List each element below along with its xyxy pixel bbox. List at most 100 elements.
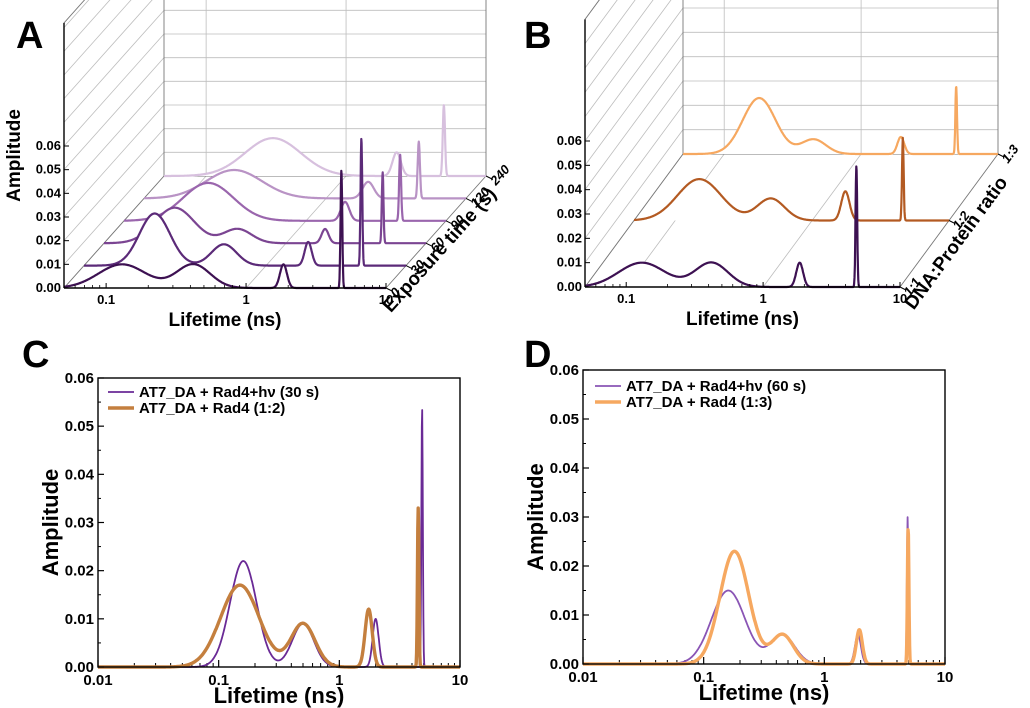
series-mask <box>634 137 949 221</box>
depth-tick <box>485 175 493 180</box>
left-wall-gridline <box>584 80 684 215</box>
y-tick-label: 0.02 <box>557 230 582 245</box>
x-tick-label: 1 <box>242 292 249 307</box>
left-wall-gridline <box>584 32 684 166</box>
y-tick-label: 0.06 <box>550 362 579 379</box>
x-tick-label: 1 <box>759 291 766 306</box>
series-mask <box>683 87 998 154</box>
y-tick-label: 0.02 <box>65 563 94 580</box>
legend-entry: AT7_DA + Rad4+hν (30 s) <box>139 384 319 401</box>
y-tick-label: 0.05 <box>65 418 94 435</box>
left-wall-gridline <box>63 128 165 241</box>
x-tick-label: 10 <box>893 291 907 306</box>
y-tick-label: 0.03 <box>65 515 94 532</box>
y-tick-label: 0.05 <box>557 157 582 172</box>
depth-tick <box>997 153 1005 158</box>
x-axis-label: Lifetime (ns) <box>214 683 345 708</box>
x-axis-label: Lifetime (ns) <box>699 680 830 705</box>
depth-tick <box>405 265 413 270</box>
x-tick-label: 1 <box>820 669 828 686</box>
legend-entry: AT7_DA + Rad4+hν (60 s) <box>626 378 806 395</box>
x-tick-label: 0.1 <box>208 672 229 689</box>
series-mask <box>84 139 406 266</box>
x-axis-label: Lifetime (ns) <box>686 309 799 330</box>
y-tick-label: 0.06 <box>36 138 61 153</box>
y-tick-label: 0.00 <box>550 656 579 673</box>
left-wall-gridline <box>63 81 165 194</box>
box-edge <box>63 175 165 289</box>
panel-label-c: C <box>22 334 49 376</box>
floor-gridline <box>245 175 347 289</box>
left-wall-gridline <box>63 0 111 52</box>
x-tick-label: 0.1 <box>693 669 714 686</box>
y-tick-label: 0.01 <box>557 255 582 270</box>
series-mask <box>585 166 900 287</box>
left-wall-gridline <box>63 0 90 28</box>
y-tick-label: 0.03 <box>36 209 61 224</box>
y-axis-label: Amplitude <box>523 463 548 571</box>
series-line <box>123 153 447 222</box>
series-line <box>581 528 947 666</box>
x-tick-label: 0.01 <box>568 669 597 686</box>
panel-c: 0.000.010.020.030.040.050.060.01 0.1 1 10Li… <box>38 370 468 708</box>
series-line <box>633 136 950 222</box>
series-mask <box>164 105 486 176</box>
x-tick-label: 0.1 <box>97 292 115 307</box>
depth-tick <box>465 197 473 202</box>
left-wall-gridline <box>584 56 684 190</box>
left-wall-gridline <box>584 0 672 117</box>
y-tick-label: 0.03 <box>550 509 579 526</box>
y-tick-label: 0.04 <box>65 466 95 483</box>
y-tick-label: 0.01 <box>36 256 61 271</box>
x-tick-label: 10 <box>937 669 954 686</box>
series-line <box>96 506 462 669</box>
panel-a: 0.000.010.020.030.040.050.060.1 1 10030609… <box>4 0 513 331</box>
plot-frame <box>97 377 461 668</box>
panel-label-a: A <box>16 15 43 57</box>
left-wall-gridline <box>584 0 618 44</box>
box-edge <box>385 175 487 289</box>
y-tick-label: 0.01 <box>65 611 94 628</box>
y-tick-label: 0.01 <box>550 607 579 624</box>
left-wall-gridline <box>63 33 165 147</box>
series-line <box>83 137 407 267</box>
series-mask <box>104 172 426 244</box>
x-tick-label: 10 <box>379 292 393 307</box>
left-wall-gridline <box>584 0 654 93</box>
x-tick-label: 10 <box>452 672 469 689</box>
legend-entry: AT7_DA + Rad4 (1:2) <box>139 400 285 417</box>
series-mask <box>124 154 446 221</box>
y-axis-label: Amplitude <box>4 109 25 202</box>
left-wall-gridline <box>63 0 132 76</box>
panel-label-b: B <box>524 15 551 57</box>
x-axis-label: Lifetime (ns) <box>169 310 282 331</box>
depth-tick <box>899 286 907 291</box>
series-line <box>682 85 999 156</box>
y-tick-label: 0.05 <box>36 162 61 177</box>
depth-tick-label: 240 <box>486 161 513 188</box>
y-tick-label: 0.00 <box>65 659 94 676</box>
y-tick-label: 0.04 <box>557 182 583 197</box>
box-edge <box>63 0 86 24</box>
panel-b: 0.000.010.020.030.040.050.060.1 1 101:11:2… <box>557 0 1022 330</box>
depth-tick <box>445 220 453 225</box>
y-tick-label: 0.04 <box>36 185 62 200</box>
panel-label-d: D <box>524 334 551 376</box>
y-tick-label: 0.00 <box>557 279 582 294</box>
series-line <box>163 104 487 178</box>
depth-tick <box>425 242 433 247</box>
x-tick-label: 1 <box>335 672 343 689</box>
legend-entry: AT7_DA + Rad4 (1:3) <box>626 394 772 411</box>
left-wall-gridline <box>63 0 153 99</box>
left-wall-gridline <box>584 7 684 142</box>
left-wall-gridline <box>584 129 684 263</box>
depth-axis-label: DNA:Protein ratio <box>901 173 1012 314</box>
left-wall-gridline <box>63 104 165 218</box>
left-wall-gridline <box>63 57 165 170</box>
y-tick-label: 0.02 <box>550 558 579 575</box>
y-tick-label: 0.04 <box>550 460 580 477</box>
y-tick-label: 0.03 <box>557 206 582 221</box>
depth-axis-label: Exposure time (s) <box>379 184 501 317</box>
box-edge <box>584 0 600 20</box>
